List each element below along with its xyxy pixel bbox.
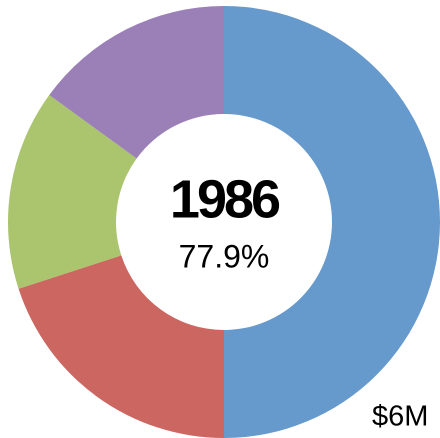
- slices: [7, 6, 440, 438]
- center-subtitle: 77.9%: [179, 238, 270, 274]
- center-title: 1986: [170, 169, 280, 229]
- slice: [18, 255, 224, 438]
- slice: [49, 6, 224, 159]
- slice: [7, 95, 137, 289]
- annotation: $6M: [372, 401, 428, 433]
- slice: [224, 6, 440, 438]
